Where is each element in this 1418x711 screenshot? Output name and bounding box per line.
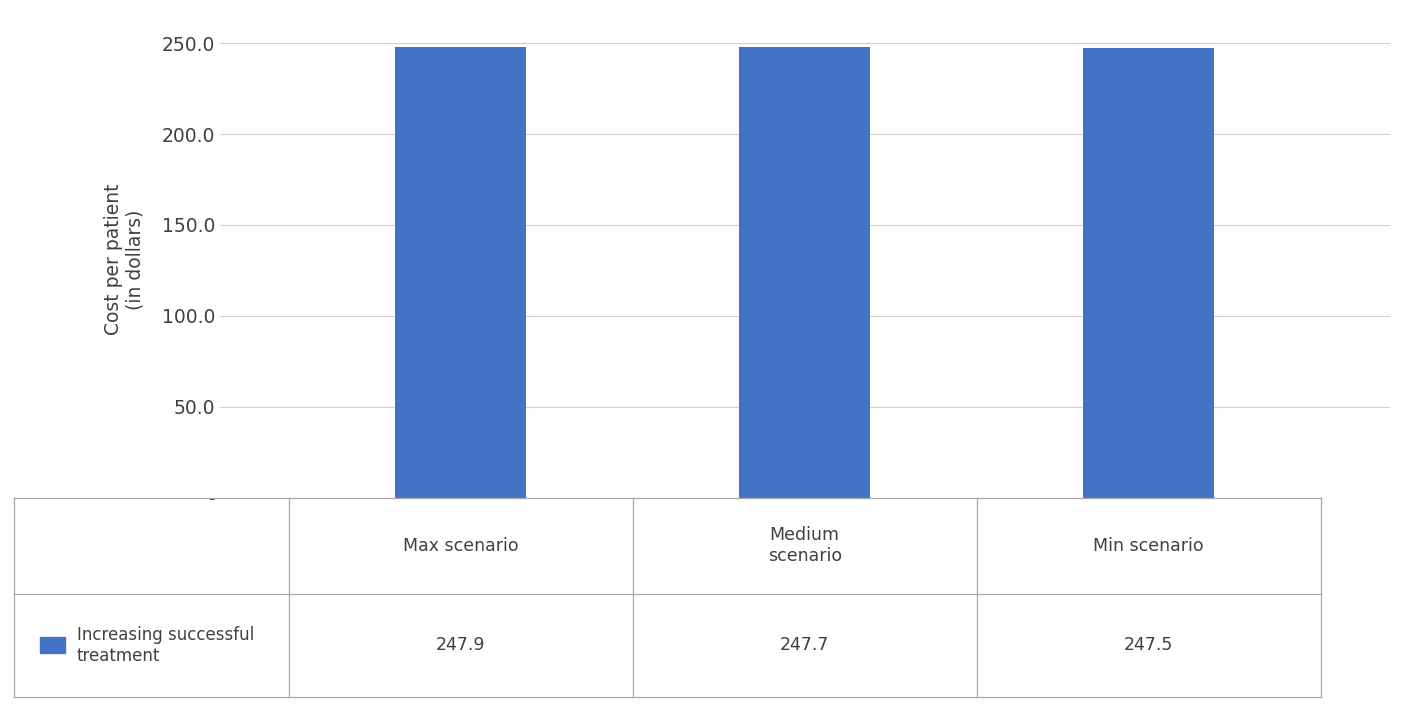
Bar (396, 47, 526, 498)
Text: Medium
scenario: Medium scenario (767, 526, 842, 565)
Text: Max scenario: Max scenario (403, 537, 519, 555)
Text: 247.5: 247.5 (1124, 636, 1174, 654)
Y-axis label: Cost per patient
(in dollars): Cost per patient (in dollars) (104, 183, 145, 336)
Text: Min scenario: Min scenario (1093, 537, 1204, 555)
Bar (1083, 48, 1214, 498)
Text: 247.9: 247.9 (435, 636, 485, 654)
Text: Increasing successful
treatment: Increasing successful treatment (77, 626, 254, 665)
Text: 247.7: 247.7 (780, 636, 830, 654)
Bar (739, 48, 871, 498)
